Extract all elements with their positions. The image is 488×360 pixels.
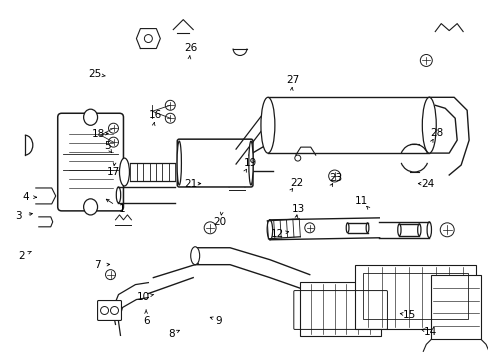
- Text: 9: 9: [215, 316, 222, 325]
- Text: 4: 4: [22, 192, 29, 202]
- Text: 18: 18: [92, 129, 105, 139]
- Text: 23: 23: [329, 173, 342, 183]
- FancyBboxPatch shape: [177, 139, 252, 187]
- Ellipse shape: [248, 141, 253, 185]
- Ellipse shape: [177, 141, 181, 185]
- FancyBboxPatch shape: [58, 113, 123, 211]
- Ellipse shape: [261, 97, 274, 153]
- Text: 27: 27: [286, 75, 299, 85]
- FancyBboxPatch shape: [98, 301, 121, 320]
- Text: 17: 17: [106, 167, 120, 177]
- Text: 25: 25: [88, 69, 101, 79]
- Text: 12: 12: [270, 229, 284, 239]
- Bar: [362, 273, 467, 319]
- Text: 14: 14: [423, 327, 436, 337]
- Bar: [299, 282, 381, 336]
- Text: 1: 1: [118, 204, 125, 215]
- Ellipse shape: [119, 158, 129, 186]
- Bar: [430, 275, 480, 339]
- Ellipse shape: [190, 247, 199, 265]
- Text: 3: 3: [15, 211, 22, 221]
- Text: 5: 5: [103, 141, 110, 151]
- Text: 26: 26: [184, 43, 197, 53]
- Text: 20: 20: [213, 217, 226, 227]
- Bar: [354, 265, 475, 329]
- Ellipse shape: [422, 97, 435, 153]
- Text: 24: 24: [420, 179, 433, 189]
- Ellipse shape: [83, 109, 98, 125]
- Text: 13: 13: [291, 204, 304, 214]
- Ellipse shape: [83, 199, 98, 215]
- Text: 28: 28: [429, 128, 443, 138]
- Text: 21: 21: [184, 179, 197, 189]
- Text: 15: 15: [402, 310, 415, 320]
- Text: 6: 6: [142, 316, 149, 325]
- Text: 2: 2: [18, 251, 25, 261]
- Text: 19: 19: [243, 158, 257, 168]
- Text: 11: 11: [354, 196, 367, 206]
- Text: 10: 10: [136, 292, 149, 302]
- Text: 16: 16: [149, 110, 162, 120]
- Text: 8: 8: [168, 329, 174, 339]
- Text: 22: 22: [290, 178, 303, 188]
- Text: 7: 7: [94, 260, 101, 270]
